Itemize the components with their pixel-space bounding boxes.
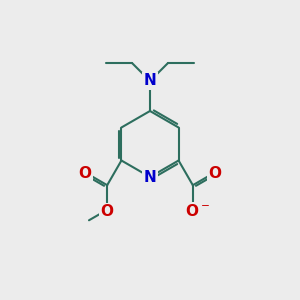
Text: O: O [101, 204, 114, 219]
Text: O$^-$: O$^-$ [185, 203, 210, 219]
Text: O: O [208, 166, 222, 181]
Text: O: O [78, 166, 92, 181]
Text: N: N [144, 169, 156, 184]
Text: N: N [144, 74, 156, 88]
